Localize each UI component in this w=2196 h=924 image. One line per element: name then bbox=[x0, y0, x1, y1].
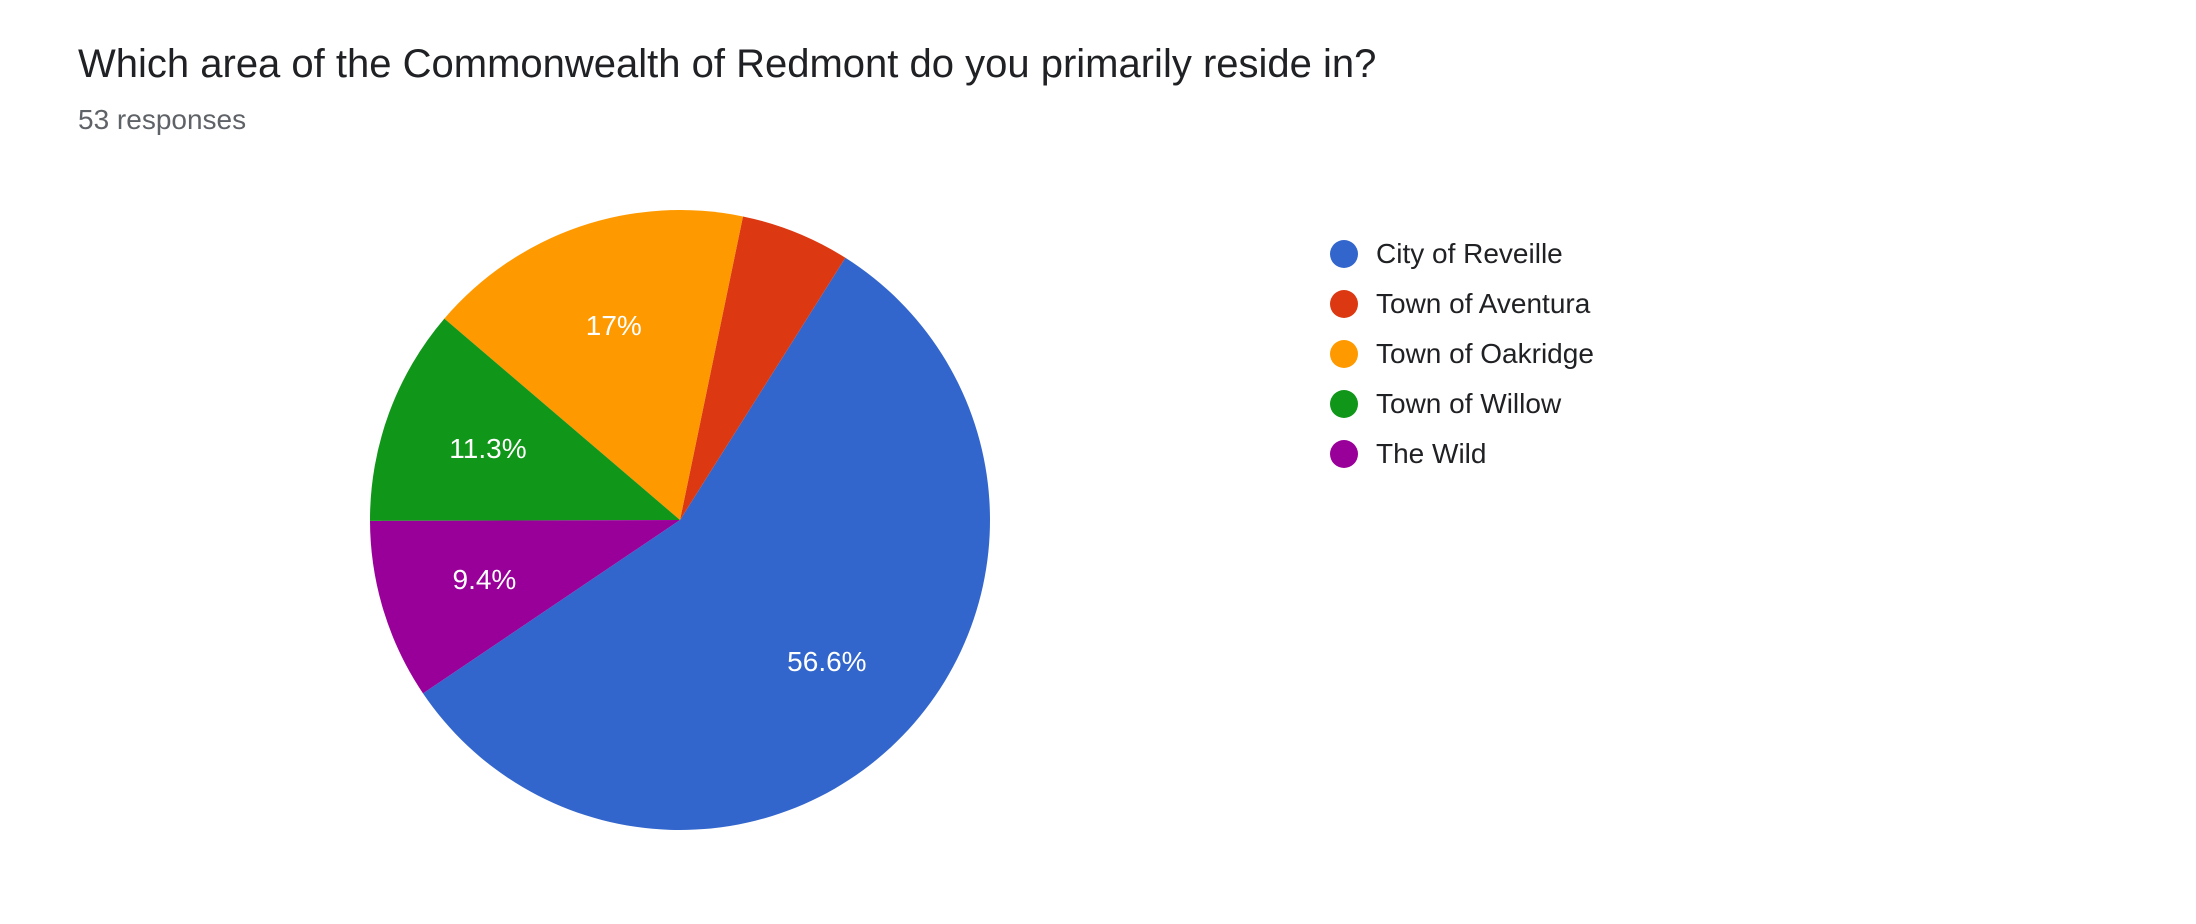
legend-swatch bbox=[1330, 240, 1358, 268]
legend-item: The Wild bbox=[1330, 438, 1594, 470]
legend-item: Town of Oakridge bbox=[1330, 338, 1594, 370]
legend: City of Reveille Town of Aventura Town o… bbox=[1330, 238, 1594, 488]
pie-chart: 56.6% 17% 11.3% 9.4% bbox=[370, 210, 990, 830]
legend-label: The Wild bbox=[1376, 438, 1486, 470]
legend-label: Town of Willow bbox=[1376, 388, 1561, 420]
slice-label: 56.6% bbox=[787, 646, 866, 678]
slice-label: 9.4% bbox=[453, 564, 517, 596]
legend-label: City of Reveille bbox=[1376, 238, 1563, 270]
legend-item: Town of Willow bbox=[1330, 388, 1594, 420]
legend-swatch bbox=[1330, 390, 1358, 418]
response-count: 53 responses bbox=[78, 104, 246, 136]
legend-swatch bbox=[1330, 290, 1358, 318]
chart-title: Which area of the Commonwealth of Redmon… bbox=[78, 42, 1376, 87]
pie-svg bbox=[370, 210, 990, 830]
legend-swatch bbox=[1330, 440, 1358, 468]
slice-label: 11.3% bbox=[449, 433, 526, 465]
legend-label: Town of Aventura bbox=[1376, 288, 1590, 320]
legend-swatch bbox=[1330, 340, 1358, 368]
slice-label: 17% bbox=[586, 310, 642, 342]
legend-item: City of Reveille bbox=[1330, 238, 1594, 270]
legend-label: Town of Oakridge bbox=[1376, 338, 1594, 370]
legend-item: Town of Aventura bbox=[1330, 288, 1594, 320]
